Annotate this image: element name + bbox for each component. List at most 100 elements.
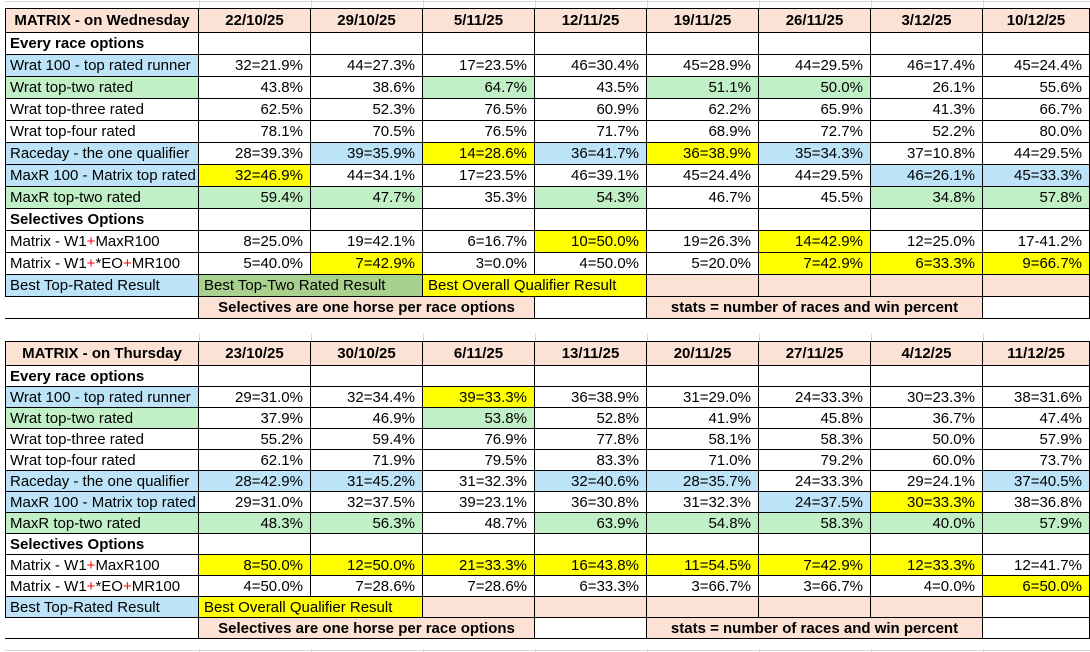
data-cell[interactable]: 60.0% (871, 450, 983, 471)
data-cell[interactable]: 29=31.0% (199, 492, 311, 513)
data-cell[interactable]: 45.8% (759, 408, 871, 429)
data-cell[interactable]: 4=50.0% (199, 576, 311, 597)
data-cell[interactable]: 79.5% (423, 450, 535, 471)
empty-cell[interactable] (983, 209, 1090, 231)
data-cell[interactable]: 38=31.6% (983, 387, 1090, 408)
data-cell[interactable]: 59.4% (311, 429, 423, 450)
data-cell[interactable]: 24=33.3% (759, 387, 871, 408)
section-label[interactable]: Selectives Options (5, 209, 199, 231)
data-cell[interactable]: 48.7% (423, 513, 535, 534)
data-cell[interactable]: 60.9% (535, 99, 647, 121)
row-label[interactable]: Matrix - W1+*EO+MR100 (5, 253, 199, 275)
data-cell[interactable]: 30=23.3% (871, 387, 983, 408)
data-cell[interactable]: 78.1% (199, 121, 311, 143)
selectives-note-banner[interactable]: Selectives are one horse per race option… (199, 618, 535, 639)
empty-cell[interactable] (535, 534, 647, 555)
column-header-date[interactable]: 13/11/25 (535, 341, 647, 366)
data-cell[interactable]: 37.9% (199, 408, 311, 429)
data-cell[interactable]: 12=25.0% (871, 231, 983, 253)
data-cell[interactable]: 12=33.3% (871, 555, 983, 576)
data-cell[interactable]: 50.0% (759, 77, 871, 99)
row-label[interactable]: Matrix - W1+MaxR100 (5, 555, 199, 576)
data-cell[interactable]: 45=24.4% (983, 55, 1090, 77)
data-cell[interactable]: 34.8% (871, 187, 983, 209)
data-cell[interactable]: 54.8% (647, 513, 759, 534)
empty-cell[interactable] (423, 366, 535, 387)
empty-cell[interactable] (759, 33, 871, 55)
column-header-date[interactable]: 3/12/25 (871, 8, 983, 33)
best-top-rated-result-cell[interactable]: Best Top-Rated Result (5, 597, 199, 618)
data-cell[interactable]: 47.4% (983, 408, 1090, 429)
data-cell[interactable]: 7=28.6% (311, 576, 423, 597)
data-cell[interactable]: 41.3% (871, 99, 983, 121)
data-cell[interactable]: 56.3% (311, 513, 423, 534)
empty-cell[interactable] (871, 33, 983, 55)
empty-cell[interactable] (983, 597, 1090, 618)
data-cell[interactable]: 7=42.9% (311, 253, 423, 275)
row-label[interactable]: Wrat top-two rated (5, 408, 199, 429)
empty-cell[interactable] (983, 275, 1090, 297)
data-cell[interactable]: 45=28.9% (647, 55, 759, 77)
column-header-date[interactable]: 11/12/25 (983, 341, 1090, 366)
data-cell[interactable]: 44=29.5% (759, 55, 871, 77)
data-cell[interactable]: 48.3% (199, 513, 311, 534)
data-cell[interactable]: 76.5% (423, 121, 535, 143)
empty-cell[interactable] (535, 366, 647, 387)
empty-cell[interactable] (983, 33, 1090, 55)
best-top-two-rated-band[interactable]: Best Top-Two Rated Result (199, 275, 423, 297)
data-cell[interactable]: 57.8% (983, 187, 1090, 209)
column-header-date[interactable]: 19/11/25 (647, 8, 759, 33)
data-cell[interactable]: 55.6% (983, 77, 1090, 99)
data-cell[interactable]: 3=0.0% (423, 253, 535, 275)
data-cell[interactable]: 12=41.7% (983, 555, 1090, 576)
empty-cell[interactable] (311, 33, 423, 55)
data-cell[interactable]: 39=35.9% (311, 143, 423, 165)
data-cell[interactable]: 31=45.2% (311, 471, 423, 492)
empty-cell[interactable] (647, 33, 759, 55)
data-cell[interactable]: 46=30.4% (535, 55, 647, 77)
data-cell[interactable]: 36=41.7% (535, 143, 647, 165)
empty-cell[interactable] (535, 297, 647, 319)
data-cell[interactable]: 21=33.3% (423, 555, 535, 576)
data-cell[interactable]: 9=66.7% (983, 253, 1090, 275)
empty-cell[interactable] (647, 366, 759, 387)
empty-cell[interactable] (311, 209, 423, 231)
row-label[interactable]: Wrat top-four rated (5, 121, 199, 143)
data-cell[interactable]: 4=0.0% (871, 576, 983, 597)
data-cell[interactable]: 50.0% (871, 429, 983, 450)
row-label[interactable]: Wrat top-three rated (5, 99, 199, 121)
data-cell[interactable]: 12=50.0% (311, 555, 423, 576)
data-cell[interactable]: 26.1% (871, 77, 983, 99)
data-cell[interactable]: 62.5% (199, 99, 311, 121)
empty-cell[interactable] (423, 534, 535, 555)
data-cell[interactable]: 52.3% (311, 99, 423, 121)
data-cell[interactable]: 28=39.3% (199, 143, 311, 165)
empty-cell[interactable] (983, 366, 1090, 387)
data-cell[interactable]: 32=46.9% (199, 165, 311, 187)
data-cell[interactable]: 63.9% (535, 513, 647, 534)
data-cell[interactable]: 6=33.3% (871, 253, 983, 275)
empty-cell[interactable] (759, 209, 871, 231)
data-cell[interactable]: 32=40.6% (535, 471, 647, 492)
data-cell[interactable]: 58.1% (647, 429, 759, 450)
row-label[interactable]: Wrat 100 - top rated runner (5, 387, 199, 408)
data-cell[interactable]: 31=29.0% (647, 387, 759, 408)
data-cell[interactable]: 41.9% (647, 408, 759, 429)
best-overall-qualifier-band[interactable]: Best Overall Qualifier Result (423, 275, 647, 297)
table-title[interactable]: MATRIX - on Wednesday (5, 8, 199, 33)
data-cell[interactable]: 6=50.0% (983, 576, 1090, 597)
data-cell[interactable]: 32=37.5% (311, 492, 423, 513)
data-cell[interactable]: 73.7% (983, 450, 1090, 471)
empty-cell[interactable] (759, 597, 871, 618)
data-cell[interactable]: 71.0% (647, 450, 759, 471)
data-cell[interactable]: 28=42.9% (199, 471, 311, 492)
empty-cell[interactable] (311, 366, 423, 387)
empty-cell[interactable] (535, 597, 647, 618)
data-cell[interactable]: 62.1% (199, 450, 311, 471)
data-cell[interactable]: 7=42.9% (759, 253, 871, 275)
data-cell[interactable]: 57.9% (983, 429, 1090, 450)
data-cell[interactable]: 46.9% (311, 408, 423, 429)
data-cell[interactable]: 72.7% (759, 121, 871, 143)
empty-cell[interactable] (199, 209, 311, 231)
data-cell[interactable]: 19=26.3% (647, 231, 759, 253)
